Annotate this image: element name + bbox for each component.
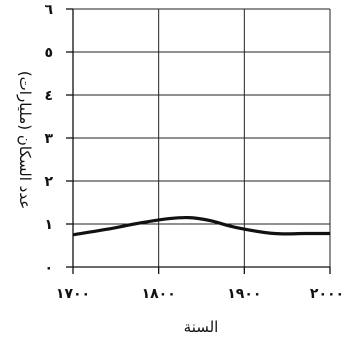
x-tick-label-3: ٢٠٠٠ <box>310 286 344 302</box>
y-tick-label-5: ٥ <box>44 45 53 61</box>
y-tick-label-3: ٣ <box>44 131 53 147</box>
x-tick-labels: ١٧٠٠ ١٨٠٠ ١٩٠٠ ٢٠٠٠ <box>56 286 344 302</box>
x-tick-label-2: ١٩٠٠ <box>227 286 261 302</box>
x-axis-title: السنة <box>184 318 219 336</box>
y-tick-label-4: ٤ <box>44 88 53 104</box>
y-tick-labels: ٠ ١ ٢ ٣ ٤ ٥ ٦ <box>44 2 53 276</box>
y-tick-label-1: ١ <box>44 217 53 233</box>
y-tick-label-2: ٢ <box>44 174 53 190</box>
population-line <box>72 215 330 237</box>
series-lines <box>72 215 330 237</box>
x-tick-label-0: ١٧٠٠ <box>56 286 90 302</box>
x-tick-label-1: ١٨٠٠ <box>142 286 176 302</box>
y-axis-title: عدد السكان (مليارات) <box>16 71 34 209</box>
y-tick-label-6: ٦ <box>44 2 53 18</box>
axes <box>66 8 331 274</box>
grid-lines <box>73 8 331 267</box>
y-tick-label-0: ٠ <box>44 260 53 276</box>
